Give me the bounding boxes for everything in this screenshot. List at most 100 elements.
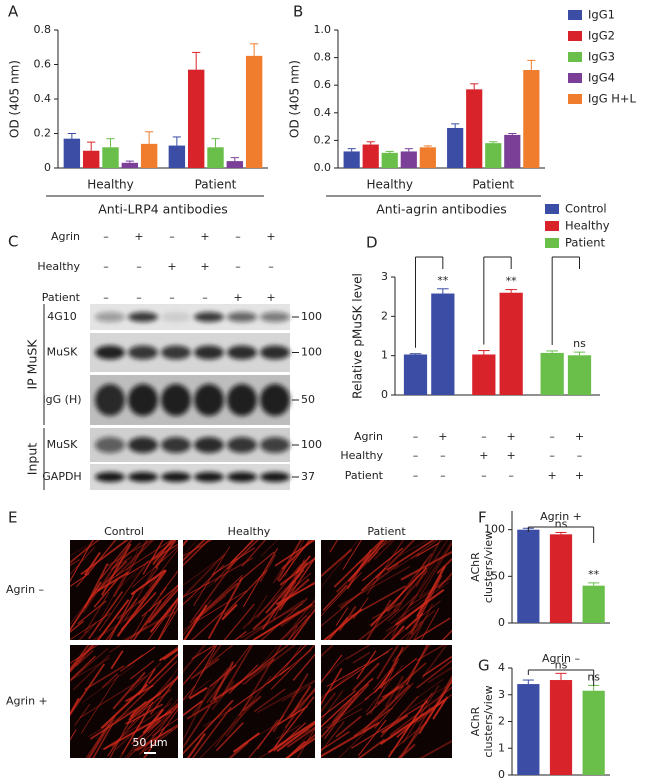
y-tick-label: 0.6: [314, 78, 332, 91]
fiber: [329, 540, 339, 553]
marker-label: 50: [301, 393, 315, 406]
fiber: [242, 547, 278, 608]
fiber: [376, 645, 400, 680]
bar: [419, 147, 436, 168]
condition-sign: –: [413, 469, 419, 482]
fiber: [125, 543, 178, 576]
fiber: [214, 540, 253, 583]
fiber: [279, 645, 303, 676]
blot-row-label: MuSK: [47, 346, 78, 359]
fiber: [374, 540, 395, 560]
fiber: [321, 592, 362, 627]
fiber: [400, 550, 452, 581]
condition-label: Healthy: [340, 449, 383, 462]
fiber: [285, 604, 315, 638]
significance-label: **: [437, 274, 449, 287]
condition-sign: +: [548, 469, 557, 482]
fiber: [387, 593, 418, 622]
condition-sign: –: [413, 430, 419, 443]
fiber: [186, 732, 206, 758]
fiber: [321, 683, 370, 738]
bar: [485, 143, 502, 168]
fiber: [333, 540, 384, 588]
fiber: [234, 630, 247, 640]
condition-sign: +: [200, 260, 209, 273]
panel-label: B: [293, 3, 303, 21]
fiber: [278, 556, 315, 611]
fiber: [214, 695, 254, 748]
fiber: [149, 597, 178, 633]
panel-label: A: [8, 3, 19, 21]
fiber: [389, 724, 425, 753]
fiber: [364, 657, 417, 701]
micrograph: [183, 645, 315, 758]
fiber: [390, 581, 450, 625]
fiber: [199, 699, 258, 758]
condition-sign: +: [479, 449, 488, 462]
fiber: [392, 570, 428, 612]
y-tick-label: 1: [381, 349, 388, 362]
y-tick-label: 0.2: [314, 133, 332, 146]
blot-band: [260, 384, 290, 416]
condition-sign: –: [136, 260, 142, 273]
fiber: [267, 645, 307, 684]
blot-band: [194, 312, 224, 322]
fiber: [284, 540, 305, 577]
bar: [187, 69, 205, 168]
fiber: [183, 699, 234, 755]
fiber: [275, 724, 301, 740]
fiber: [436, 557, 452, 574]
legend-swatch: [568, 94, 582, 104]
fiber: [353, 707, 394, 737]
fiber: [88, 710, 131, 738]
fiber: [92, 613, 134, 640]
fiber: [116, 596, 146, 620]
legend-label: IgG1: [588, 8, 615, 22]
y-axis-label: OD (405 nm): [288, 60, 302, 138]
fiber: [128, 698, 178, 755]
fiber: [134, 724, 178, 752]
fiber: [373, 669, 391, 691]
fiber: [208, 645, 234, 665]
significance-label: ns: [555, 658, 568, 671]
condition-sign: +: [507, 449, 516, 462]
fiber: [183, 540, 198, 557]
x-tick-label: Healthy: [87, 178, 134, 192]
fiber: [327, 616, 349, 640]
fiber: [321, 677, 374, 728]
fiber: [189, 557, 238, 624]
fiber: [221, 603, 238, 621]
fiber: [227, 666, 291, 713]
fiber: [321, 692, 337, 713]
fiber: [374, 682, 414, 729]
fiber: [206, 645, 252, 704]
fiber: [240, 603, 304, 639]
fiber: [183, 540, 206, 562]
group-label: Input: [25, 443, 40, 475]
blot-band: [227, 437, 257, 453]
fiber: [188, 686, 208, 700]
fiber: [400, 706, 431, 758]
fiber: [183, 556, 224, 586]
legend-label: IgG3: [588, 50, 615, 64]
fiber: [183, 553, 226, 599]
fiber: [273, 722, 307, 752]
condition-sign: –: [577, 449, 583, 462]
y-tick-label: 0: [498, 768, 505, 781]
fiber: [183, 564, 225, 606]
fiber: [284, 687, 315, 729]
condition-sign: –: [413, 449, 419, 462]
bar: [431, 293, 455, 395]
legend-swatch: [568, 52, 582, 62]
fiber: [321, 721, 345, 753]
condition-label: Patient: [42, 291, 81, 304]
fiber: [272, 673, 309, 733]
bar: [504, 134, 521, 168]
fiber: [321, 540, 359, 588]
bar: [466, 89, 483, 168]
fiber: [154, 540, 177, 569]
fiber: [379, 698, 447, 745]
fiber: [159, 647, 178, 662]
bar: [168, 145, 186, 168]
fiber: [191, 706, 232, 758]
